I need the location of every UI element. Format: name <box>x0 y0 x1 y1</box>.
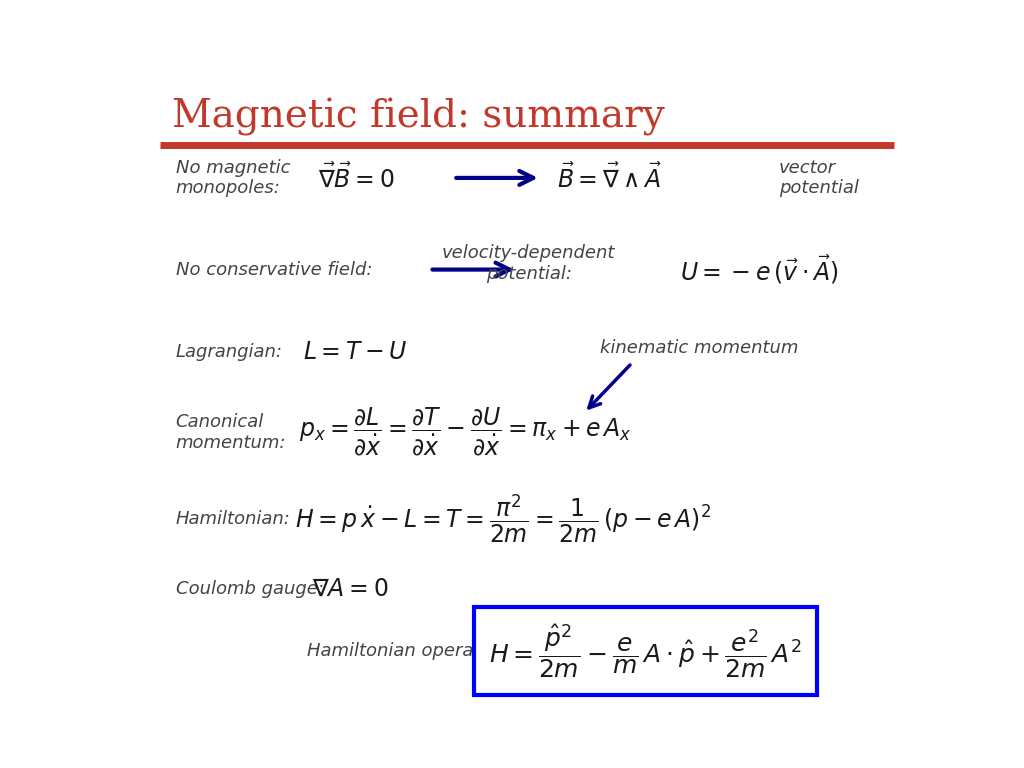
Text: Hamiltonian operator:: Hamiltonian operator: <box>306 642 505 660</box>
Text: Canonical
momentum:: Canonical momentum: <box>176 412 286 452</box>
Text: Magnetic field: summary: Magnetic field: summary <box>172 98 665 136</box>
Text: No conservative field:: No conservative field: <box>176 260 372 279</box>
Text: $p_x = \dfrac{\partial L}{\partial \dot{x}} = \dfrac{\partial T}{\partial \dot{x: $p_x = \dfrac{\partial L}{\partial \dot{… <box>299 406 632 458</box>
Text: $\vec{B} = \vec{\nabla} \wedge \vec{A}$: $\vec{B} = \vec{\nabla} \wedge \vec{A}$ <box>557 164 662 193</box>
Text: vector
potential: vector potential <box>778 158 859 197</box>
Text: $L = T - U$: $L = T - U$ <box>303 340 407 364</box>
Text: No magnetic
monopoles:: No magnetic monopoles: <box>176 158 290 197</box>
Text: $H = p\,\dot{x} - L = T = \dfrac{\pi^2}{2m} = \dfrac{1}{2m}\,(p - e\,A)^2$: $H = p\,\dot{x} - L = T = \dfrac{\pi^2}{… <box>295 493 711 545</box>
Text: Hamiltonian:: Hamiltonian: <box>176 510 291 528</box>
Text: $U = -e\,(\vec{v} \cdot \vec{A})$: $U = -e\,(\vec{v} \cdot \vec{A})$ <box>680 253 839 286</box>
Text: velocity-dependent
potential:: velocity-dependent potential: <box>442 244 615 283</box>
Text: kinematic momentum: kinematic momentum <box>600 339 799 356</box>
Text: Coulomb gauge:: Coulomb gauge: <box>176 580 324 598</box>
Text: $\vec{\nabla}\vec{B} = 0$: $\vec{\nabla}\vec{B} = 0$ <box>318 164 395 193</box>
Text: Lagrangian:: Lagrangian: <box>176 343 283 362</box>
Text: $\nabla A = 0$: $\nabla A = 0$ <box>312 577 388 601</box>
Text: $H = \dfrac{\hat{p}^2}{2m} - \dfrac{e}{m}\,A \cdot \hat{p} + \dfrac{e^2}{2m}\,A^: $H = \dfrac{\hat{p}^2}{2m} - \dfrac{e}{m… <box>489 622 802 680</box>
